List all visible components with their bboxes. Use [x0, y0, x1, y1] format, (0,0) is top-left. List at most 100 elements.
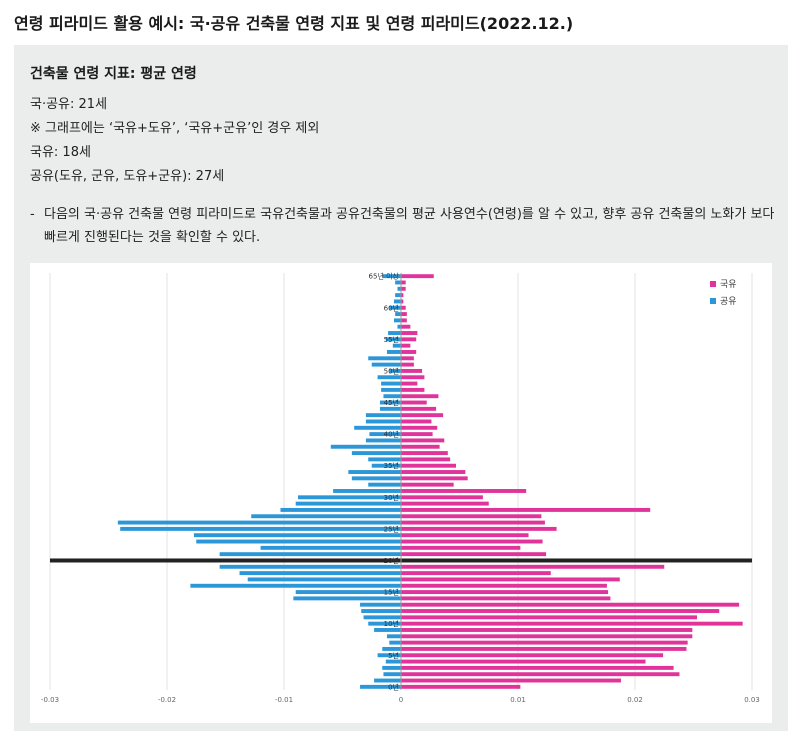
- bar-national-9: [401, 628, 693, 632]
- bar-public-2: [383, 672, 401, 677]
- bar-public-3: [382, 665, 401, 670]
- bar-public-46: [383, 394, 401, 399]
- x-tick-label: 0.03: [744, 696, 760, 704]
- x-tick-label: -0.01: [275, 696, 293, 704]
- chart-container: -0.03 -0.02 -0.01 0 0.01 0.02 0.03 0년 5년 10년 15년 20…: [30, 263, 772, 723]
- age-label: 25년: [384, 524, 399, 533]
- bar-national-54: [401, 343, 411, 348]
- bar-public-57: [397, 324, 401, 329]
- bar-national-4: [401, 659, 646, 664]
- bar-national-64: [401, 280, 406, 285]
- bar-public-7: [389, 640, 401, 645]
- bar-public-26: [117, 520, 402, 525]
- bar-public-38: [330, 444, 401, 449]
- bar-public-31: [333, 489, 401, 493]
- bar-public-42: [365, 419, 401, 424]
- bar-national-29: [401, 501, 489, 506]
- bar-national-50: [401, 368, 423, 373]
- bar-national-61: [401, 299, 404, 304]
- bar-public-33: [351, 476, 401, 481]
- description-dash: -: [30, 207, 35, 222]
- x-tick-label: -0.03: [41, 696, 59, 704]
- bar-public-16: [190, 583, 401, 588]
- page-title: 연령 피라미드 활용 예시: 국·공유 건축물 연령 지표 및 연령 피라미드(…: [14, 14, 574, 33]
- bar-national-2: [401, 672, 680, 677]
- bar-public-6: [382, 646, 401, 651]
- legend-label-1: 공유: [720, 296, 737, 307]
- bar-national-6: [401, 646, 687, 651]
- bar-national-26: [401, 520, 545, 525]
- bar-public-51: [371, 362, 401, 367]
- bar-public-64: [395, 280, 401, 285]
- population-pyramid-chart: -0.03 -0.02 -0.01 0 0.01 0.02 0.03 0년 5년 10년 15년 20…: [41, 272, 760, 704]
- bar-national-39: [401, 438, 445, 443]
- age-label: 40년: [384, 430, 399, 439]
- bar-national-45: [401, 400, 427, 405]
- bar-public-41: [354, 425, 401, 430]
- bar-national-17: [401, 577, 620, 582]
- bar-national-65: [401, 274, 434, 279]
- bar-public-27: [251, 514, 401, 519]
- bar-public-24: [193, 533, 401, 538]
- bar-national-59: [401, 312, 407, 317]
- bar-national-48: [401, 381, 418, 386]
- bar-public-17: [247, 577, 401, 582]
- bar-public-37: [351, 451, 401, 456]
- bar-public-15: [295, 590, 401, 595]
- bar-public-32: [368, 482, 401, 487]
- bar-national-21: [401, 552, 547, 557]
- bar-national-16: [401, 583, 607, 588]
- bar-public-13: [360, 602, 401, 607]
- age-label: 30년: [384, 493, 399, 502]
- bar-national-1: [401, 678, 621, 683]
- bar-national-18: [401, 571, 551, 576]
- bar-national-8: [401, 634, 693, 639]
- bar-national-60: [401, 305, 406, 310]
- bar-national-14: [401, 596, 611, 601]
- bar-public-53: [386, 350, 401, 354]
- bar-public-63: [397, 286, 401, 291]
- bar-national-22: [401, 545, 521, 550]
- age-label: 45년: [384, 398, 399, 407]
- description-text: 다음의 국·공유 건축물 연령 피라미드로 국유건축물과 공유건축물의 평균 사…: [44, 207, 775, 245]
- age-label: 10년: [384, 619, 399, 628]
- legend-swatch-1: [710, 298, 716, 304]
- bar-public-40: [369, 432, 401, 437]
- bar-national-3: [401, 665, 674, 670]
- bar-public-65: [382, 274, 401, 279]
- bar-national-0: [401, 684, 521, 689]
- x-tick-label: 0.01: [510, 696, 526, 704]
- bar-national-15: [401, 590, 609, 595]
- bar-national-37: [401, 451, 448, 456]
- bar-public-22: [260, 545, 401, 550]
- bar-national-19: [401, 564, 665, 569]
- x-tick-label: 0.02: [627, 696, 643, 704]
- bar-public-49: [377, 375, 401, 380]
- bar-public-29: [295, 501, 401, 506]
- bar-national-23: [401, 539, 543, 544]
- bar-national-44: [401, 406, 437, 411]
- bar-national-41: [401, 425, 438, 430]
- legend-label-0: 국유: [720, 279, 737, 290]
- bar-national-56: [401, 331, 418, 335]
- bar-national-46: [401, 394, 439, 399]
- age-label: 0년: [388, 682, 399, 691]
- age-label: 15년: [384, 588, 399, 597]
- bar-public-28: [280, 507, 401, 512]
- bar-public-11: [363, 615, 401, 620]
- bar-national-57: [401, 324, 411, 329]
- bar-national-24: [401, 533, 529, 538]
- bar-national-63: [401, 286, 406, 291]
- age-label: 55년: [384, 335, 399, 344]
- bar-public-58: [393, 318, 401, 323]
- bar-public-61: [393, 299, 401, 304]
- bar-national-58: [401, 318, 407, 323]
- legend-swatch-0: [710, 281, 716, 287]
- bar-public-10: [368, 621, 401, 626]
- bar-national-25: [401, 526, 557, 531]
- bar-public-44: [379, 406, 401, 411]
- description: - 다음의 국·공유 건축물 연령 피라미드로 국유건축물과 공유건축물의 평균…: [30, 203, 780, 249]
- bar-national-13: [401, 602, 740, 607]
- bar-national-53: [401, 350, 417, 354]
- bar-national-27: [401, 514, 542, 519]
